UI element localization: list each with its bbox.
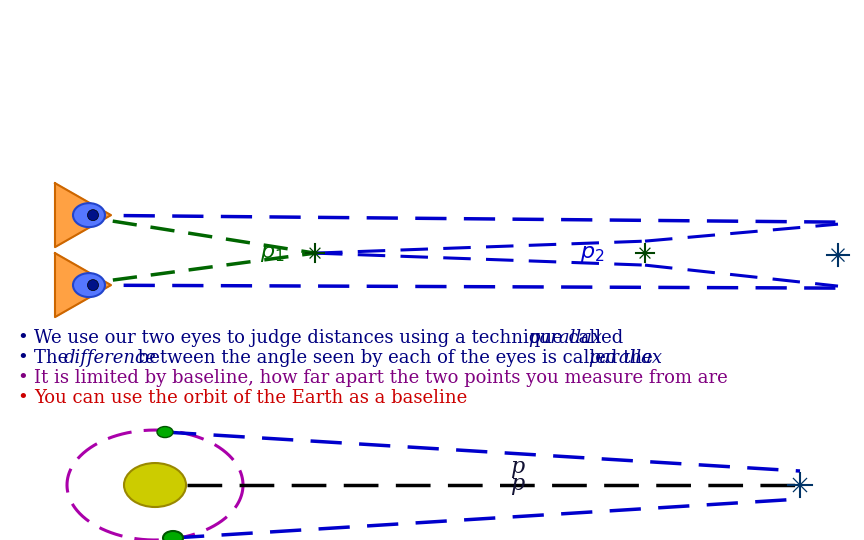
Text: You can use the orbit of the Earth as a baseline: You can use the orbit of the Earth as a … <box>34 389 467 407</box>
Polygon shape <box>55 183 111 247</box>
Text: It is limited by baseline, how far apart the two points you measure from are: It is limited by baseline, how far apart… <box>34 369 727 387</box>
Text: p: p <box>510 473 524 495</box>
Text: We use our two eyes to judge distances using a technique called: We use our two eyes to judge distances u… <box>34 329 629 347</box>
Text: $p_1$: $p_1$ <box>260 242 284 264</box>
Text: •: • <box>18 329 35 347</box>
Ellipse shape <box>73 203 105 227</box>
Ellipse shape <box>73 273 105 297</box>
Text: •: • <box>18 349 35 367</box>
Text: Parallax (1): Parallax (1) <box>319 17 545 53</box>
Text: •: • <box>18 369 35 387</box>
Ellipse shape <box>87 210 98 221</box>
Ellipse shape <box>87 280 98 291</box>
Text: parallax: parallax <box>528 329 602 347</box>
Ellipse shape <box>124 463 186 507</box>
Text: $p_2$: $p_2$ <box>580 242 605 264</box>
Text: difference: difference <box>64 349 156 367</box>
Ellipse shape <box>157 427 173 437</box>
Text: p: p <box>510 456 524 478</box>
Text: The: The <box>34 349 74 367</box>
Text: parallax: parallax <box>588 349 662 367</box>
Text: between the angle seen by each of the eyes is called the: between the angle seen by each of the ey… <box>132 349 658 367</box>
Polygon shape <box>55 253 111 317</box>
Text: •: • <box>18 389 35 407</box>
Ellipse shape <box>163 531 183 540</box>
